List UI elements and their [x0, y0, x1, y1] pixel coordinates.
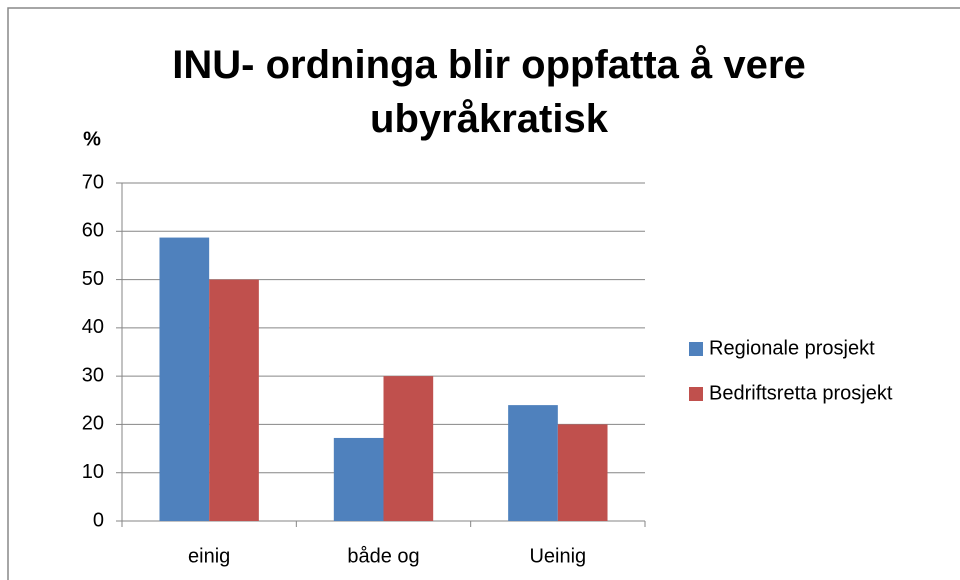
y-tick-label: 50	[82, 268, 104, 290]
legend-swatch	[689, 387, 703, 401]
x-tick-label: både og	[347, 545, 419, 567]
bar	[383, 376, 434, 521]
y-tick-label: 30	[82, 364, 104, 386]
bar	[209, 279, 259, 521]
chart-title: INU- ordninga blir oppfatta å vere ubyrå…	[172, 43, 806, 141]
y-axis-label: %	[83, 128, 101, 150]
y-tick-label: 70	[82, 171, 104, 193]
bar	[159, 237, 210, 521]
y-tick-label: 40	[82, 316, 104, 338]
y-tick-label: 0	[93, 509, 104, 531]
x-tick-label: Ueinig	[529, 545, 586, 567]
bar	[508, 405, 558, 521]
y-tick-label: 20	[82, 413, 104, 435]
x-tick-label: einig	[188, 545, 230, 567]
bar	[557, 424, 608, 521]
y-tick-label: 10	[82, 461, 104, 483]
legend-label: Regionale prosjekt	[709, 337, 875, 359]
y-tick-label: 60	[82, 220, 104, 242]
legend-label: Bedriftsretta prosjekt	[709, 382, 893, 404]
legend-swatch	[689, 342, 703, 356]
bar	[333, 437, 384, 521]
